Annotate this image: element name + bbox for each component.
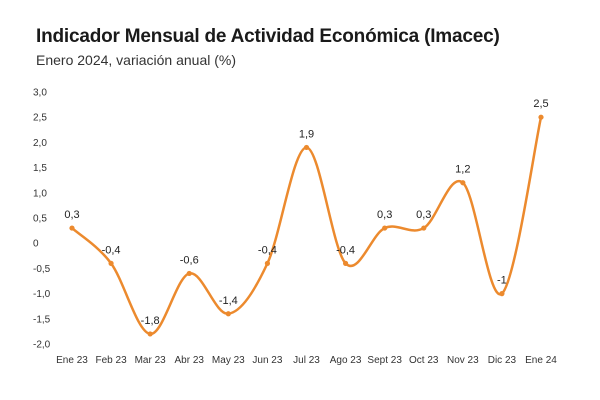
data-label: 2,5 [533, 98, 548, 110]
x-tick-label: Ene 23 [56, 355, 88, 366]
data-label: 0,3 [377, 209, 392, 221]
x-tick-label: Sept 23 [367, 355, 402, 366]
x-tick-label: May 23 [212, 355, 245, 366]
data-label: -0,4 [336, 244, 355, 256]
x-axis: Ene 23 Feb 23 Mar 23 Abr 23 May 23 Jun 23 Jul … [56, 355, 557, 366]
data-point [108, 260, 114, 266]
data-point [382, 225, 388, 231]
data-label: 0,3 [416, 209, 431, 221]
x-tick-label: Ene 24 [525, 355, 557, 366]
data-label: -1,8 [141, 315, 160, 327]
chart-title: Indicador Mensual de Actividad Económica… [36, 26, 500, 47]
data-label: 0,3 [64, 209, 79, 221]
data-point [147, 331, 153, 337]
y-tick-label: 2,0 [33, 138, 47, 149]
x-tick-label: Jul 23 [293, 355, 320, 366]
data-point [69, 225, 75, 231]
data-point [499, 291, 505, 297]
y-tick-label: -1,0 [33, 289, 51, 300]
data-point [186, 270, 192, 277]
data-label: -1,4 [219, 295, 238, 307]
x-tick-label: Ago 23 [330, 355, 362, 366]
y-tick-label: -0,5 [33, 264, 51, 275]
chart-subtitle: Enero 2024, variación anual (%) [36, 52, 237, 68]
data-point [342, 260, 349, 266]
data-point [460, 180, 466, 186]
series-line [70, 115, 543, 336]
x-tick-label: Jun 23 [252, 355, 282, 366]
x-tick-label: Dic 23 [488, 355, 517, 366]
data-point [225, 311, 231, 317]
y-tick-label: -2,0 [33, 340, 51, 351]
data-point [303, 144, 310, 151]
data-labels: 0,3 -0,4 -1,8 -0,6 -1,4 -0,4 1,9 -0,4 0,3 0,3 1,2 -… [64, 98, 548, 327]
x-tick-label: Abr 23 [175, 355, 205, 366]
y-axis: 3,0 2,5 2,0 1,5 1,0 0,5 0 -0,5 -1,0 -1,5 -2,0 [33, 88, 51, 351]
data-point [538, 114, 544, 120]
y-tick-label: 2,5 [33, 113, 47, 124]
y-tick-label: 1,0 [33, 188, 47, 199]
data-label: -1 [497, 275, 507, 287]
data-label: -0,4 [258, 244, 277, 256]
data-points [69, 114, 544, 337]
x-tick-label: Nov 23 [447, 355, 479, 366]
data-point [264, 260, 271, 266]
y-tick-label: 3,0 [33, 88, 47, 99]
data-label: -0,6 [180, 254, 199, 266]
x-tick-label: Feb 23 [96, 355, 128, 366]
data-point [421, 225, 427, 231]
data-label: 1,9 [299, 128, 314, 140]
y-tick-label: 0,5 [33, 214, 47, 225]
data-label: 1,2 [455, 164, 470, 176]
x-tick-label: Oct 23 [409, 355, 439, 366]
data-label: -0,4 [102, 244, 121, 256]
y-tick-label: 1,5 [33, 163, 47, 174]
y-tick-label: 0 [33, 239, 39, 250]
x-tick-label: Mar 23 [135, 355, 167, 366]
y-tick-label: -1,5 [33, 314, 51, 325]
